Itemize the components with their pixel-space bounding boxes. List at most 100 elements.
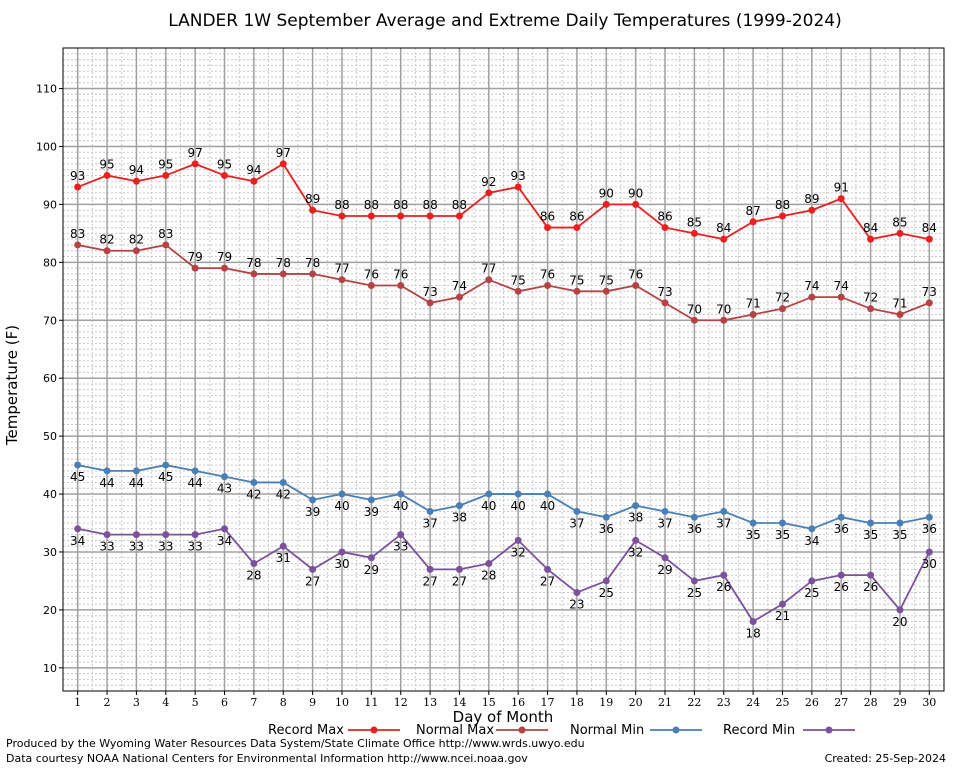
data-label: 73: [657, 285, 672, 299]
data-point: [309, 206, 317, 214]
data-point: [309, 565, 317, 573]
data-label: 76: [393, 268, 408, 282]
data-label: 77: [334, 262, 349, 276]
data-point: [455, 212, 463, 220]
data-label: 35: [863, 528, 878, 542]
legend-marker: [825, 726, 833, 734]
data-point: [925, 299, 933, 307]
data-label: 90: [628, 186, 643, 200]
data-point: [250, 177, 258, 185]
data-point: [896, 310, 904, 318]
data-label: 27: [305, 574, 320, 588]
data-point: [867, 519, 875, 527]
data-label: 45: [70, 470, 85, 484]
data-point: [250, 560, 258, 568]
data-label: 78: [246, 256, 261, 270]
data-point: [661, 224, 669, 232]
x-tick-label: 23: [717, 696, 731, 709]
data-label: 28: [246, 569, 261, 583]
data-label: 84: [863, 221, 878, 235]
data-label: 89: [804, 192, 819, 206]
data-label: 82: [129, 233, 144, 247]
data-label: 32: [628, 545, 643, 559]
data-point: [74, 461, 82, 469]
data-label: 87: [745, 204, 760, 218]
data-label: 93: [70, 169, 85, 183]
data-label: 39: [364, 505, 379, 519]
data-point: [162, 171, 170, 179]
data-label: 25: [599, 586, 614, 600]
data-label: 75: [511, 273, 526, 287]
x-tick-label: 7: [250, 696, 257, 709]
series-0: 93 95 94 95 97 95 94 97 89 88 88 88 88 88 92 93 86 86 90 90…: [70, 146, 937, 243]
data-point: [279, 542, 287, 550]
data-label: 33: [188, 540, 203, 554]
y-tick-label: 100: [36, 140, 57, 153]
y-axis-label: Temperature (F): [3, 325, 21, 446]
data-point: [602, 287, 610, 295]
data-point: [74, 241, 82, 249]
x-tick-label: 6: [221, 696, 228, 709]
data-label: 38: [628, 511, 643, 525]
series-line: [77, 162, 930, 241]
x-tick-label: 8: [280, 696, 287, 709]
data-label: 44: [188, 476, 203, 490]
series-3: 34 33 33 33 33 34 28 31 27 30 29 33 27 27 28 32 27 23 25 32…: [70, 525, 937, 640]
data-point: [250, 478, 258, 486]
data-label: 26: [834, 580, 849, 594]
data-label: 94: [129, 163, 144, 177]
data-point: [309, 270, 317, 278]
series-line: [77, 527, 931, 623]
data-label: 82: [99, 233, 114, 247]
data-label: 97: [276, 146, 291, 160]
data-point: [338, 548, 346, 556]
data-point: [896, 606, 904, 614]
data-label: 42: [276, 487, 291, 501]
data-label: 74: [804, 279, 819, 293]
data-point: [397, 212, 405, 220]
data-label: 70: [716, 302, 731, 316]
data-label: 36: [922, 522, 937, 536]
series-line: [77, 243, 930, 322]
data-label: 88: [334, 198, 349, 212]
data-label: 73: [922, 285, 937, 299]
data-label: 39: [305, 505, 320, 519]
legend-marker: [370, 726, 378, 734]
data-point: [191, 467, 199, 475]
data-point: [808, 577, 816, 585]
data-point: [221, 525, 229, 533]
data-point: [573, 589, 581, 597]
data-label: 37: [657, 516, 672, 530]
x-tick-label: 21: [658, 696, 672, 709]
data-label: 88: [775, 198, 790, 212]
y-tick-label: 90: [43, 198, 57, 211]
data-point: [544, 282, 552, 290]
data-label: 21: [775, 609, 790, 623]
x-tick-label: 30: [922, 696, 936, 709]
data-label: 34: [217, 534, 232, 548]
x-tick-label: 22: [687, 696, 701, 709]
data-label: 40: [540, 499, 555, 513]
data-label: 75: [599, 273, 614, 287]
data-point: [103, 467, 111, 475]
data-label: 30: [334, 557, 349, 571]
data-point: [837, 571, 845, 579]
data-point: [661, 554, 669, 562]
data-label: 78: [276, 256, 291, 270]
data-point: [191, 531, 199, 539]
data-point: [132, 467, 140, 475]
data-label: 95: [158, 157, 173, 171]
data-point: [720, 571, 728, 579]
data-point: [221, 171, 229, 179]
x-tick-label: 10: [335, 696, 349, 709]
data-point: [367, 212, 375, 220]
data-point: [485, 276, 493, 284]
data-point: [867, 571, 875, 579]
data-point: [103, 171, 111, 179]
data-point: [749, 310, 757, 318]
series-2: 45 44 44 45 44 43 42 42 39 40 39 40 37 38 40 40 40 37 36 38…: [70, 461, 937, 548]
legend-item-0: Record Max: [268, 723, 400, 738]
data-label: 45: [158, 470, 173, 484]
data-label: 94: [246, 163, 261, 177]
